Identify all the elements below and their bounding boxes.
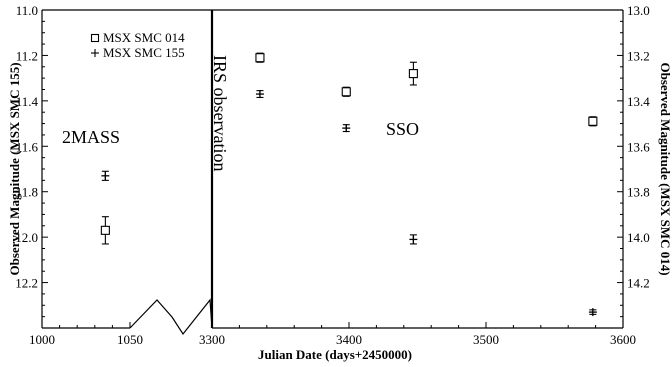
ticks-layer: 1000 1050 3300 3400 3500 3600 11.0 11.2 11.4 11.6… <box>15 3 650 347</box>
left-y-tick-label: 12.0 <box>15 230 38 245</box>
square-marker <box>588 116 598 126</box>
right-y-tick-label: 13.8 <box>627 185 650 200</box>
x-tick-label: 1000 <box>29 332 55 347</box>
left-y-tick-label: 11.6 <box>16 139 39 154</box>
data-point-msx-smc-014 <box>341 86 351 97</box>
plot-frame <box>41 9 624 336</box>
x-tick-label: 1050 <box>117 332 143 347</box>
data-point-msx-smc-155 <box>255 90 264 99</box>
right-y-tick-label: 13.2 <box>627 48 650 63</box>
right-axis-title: Observed Magnitude (MSX SMC 014) <box>658 62 672 275</box>
square-marker <box>100 225 110 235</box>
data-point-msx-smc-155 <box>409 234 418 245</box>
right-y-tick-label: 14.2 <box>627 276 650 291</box>
data-point-msx-smc-155 <box>588 308 597 317</box>
x-tick-label: 3300 <box>199 332 225 347</box>
left-y-tick-label: 11.8 <box>16 185 38 200</box>
left-y-tick-label: 11.0 <box>16 3 38 18</box>
right-y-tick-label: 13.0 <box>627 3 650 18</box>
data-point-msx-smc-014 <box>255 52 265 63</box>
right-y-tick-label: 14.0 <box>627 230 650 245</box>
legend-label-msx-smc-155: MSX SMC 155 <box>103 45 185 60</box>
left-y-tick-label: 12.2 <box>15 276 38 291</box>
legend-label-msx-smc-014: MSX SMC 014 <box>103 30 185 45</box>
data-point-msx-smc-014 <box>588 116 598 127</box>
data-point-msx-smc-155 <box>101 170 110 181</box>
right-y-tick-label: 13.6 <box>627 139 650 154</box>
annotation-irs-observation: IRS observation <box>210 55 230 172</box>
x-tick-label: 3400 <box>336 332 362 347</box>
right-y-tick-label: 13.4 <box>627 94 650 109</box>
axis-break-zigzag <box>129 298 213 336</box>
x-tick-label: 3500 <box>473 332 499 347</box>
x-tick-label: 3600 <box>610 332 636 347</box>
left-y-tick-label: 11.4 <box>16 94 39 109</box>
left-axis-title: Observed Magnitude (MSX SMC 155) <box>7 62 22 275</box>
legend-square-marker <box>90 33 100 43</box>
data-point-msx-smc-014 <box>408 61 418 86</box>
data-point-msx-smc-155 <box>342 124 351 133</box>
square-marker <box>255 53 265 63</box>
left-y-tick-label: 11.2 <box>16 48 38 63</box>
square-marker <box>408 69 418 79</box>
annotation-sso: SSO <box>386 119 419 139</box>
points-layer <box>100 52 598 317</box>
data-point-msx-smc-014 <box>100 216 110 245</box>
annotation-2mass: 2MASS <box>62 127 120 147</box>
x-axis-title: Julian Date (days+2450000) <box>258 347 412 362</box>
square-marker <box>341 87 351 97</box>
legend: MSX SMC 014 MSX SMC 155 <box>90 30 185 60</box>
